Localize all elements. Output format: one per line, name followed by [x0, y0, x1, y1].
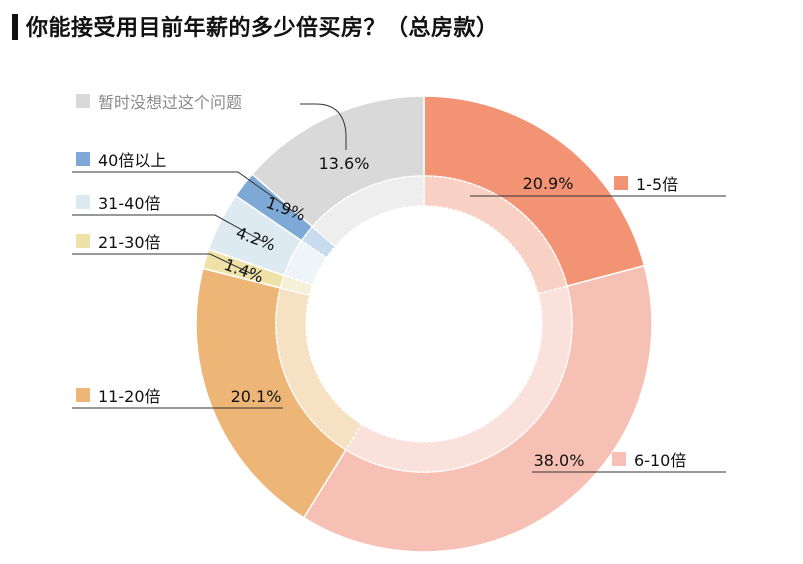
legend-label-5: 40倍以上 — [98, 151, 166, 170]
legend-label-3: 21-30倍 — [98, 233, 161, 252]
legend-label-1: 6-10倍 — [634, 451, 686, 470]
leader-line-5 — [72, 171, 295, 213]
value-label-6: 13.6% — [319, 154, 370, 173]
slice-0-inner — [423, 175, 568, 295]
legend-marker-5 — [76, 152, 90, 166]
legend-label-6: 暂时没想过这个问题 — [98, 93, 242, 112]
value-label-0: 20.9% — [523, 174, 574, 193]
slice-6-inner — [311, 175, 425, 248]
legend-label-2: 11-20倍 — [98, 387, 161, 406]
leader-line-3 — [72, 253, 253, 275]
chart-title: 你能接受用目前年薪的多少倍买房？（总房款） — [26, 16, 499, 41]
legend-marker-0 — [614, 176, 628, 190]
value-label-2: 20.1% — [231, 387, 282, 406]
legend-marker-1 — [612, 452, 626, 466]
slice-3-inner — [279, 274, 314, 297]
legend-label-4: 31-40倍 — [98, 194, 161, 213]
legend-marker-4 — [76, 195, 90, 209]
value-label-1: 38.0% — [534, 451, 585, 470]
leader-line-6 — [300, 103, 347, 150]
legend-label-0: 1-5倍 — [636, 175, 678, 194]
legend-marker-2 — [76, 388, 90, 402]
slice-1-outer — [302, 264, 653, 553]
slice-4-inner — [283, 239, 328, 287]
title-bar — [12, 14, 18, 40]
legend-marker-3 — [76, 234, 90, 248]
leader-line-4 — [72, 214, 265, 243]
legend-marker-6 — [76, 94, 90, 108]
